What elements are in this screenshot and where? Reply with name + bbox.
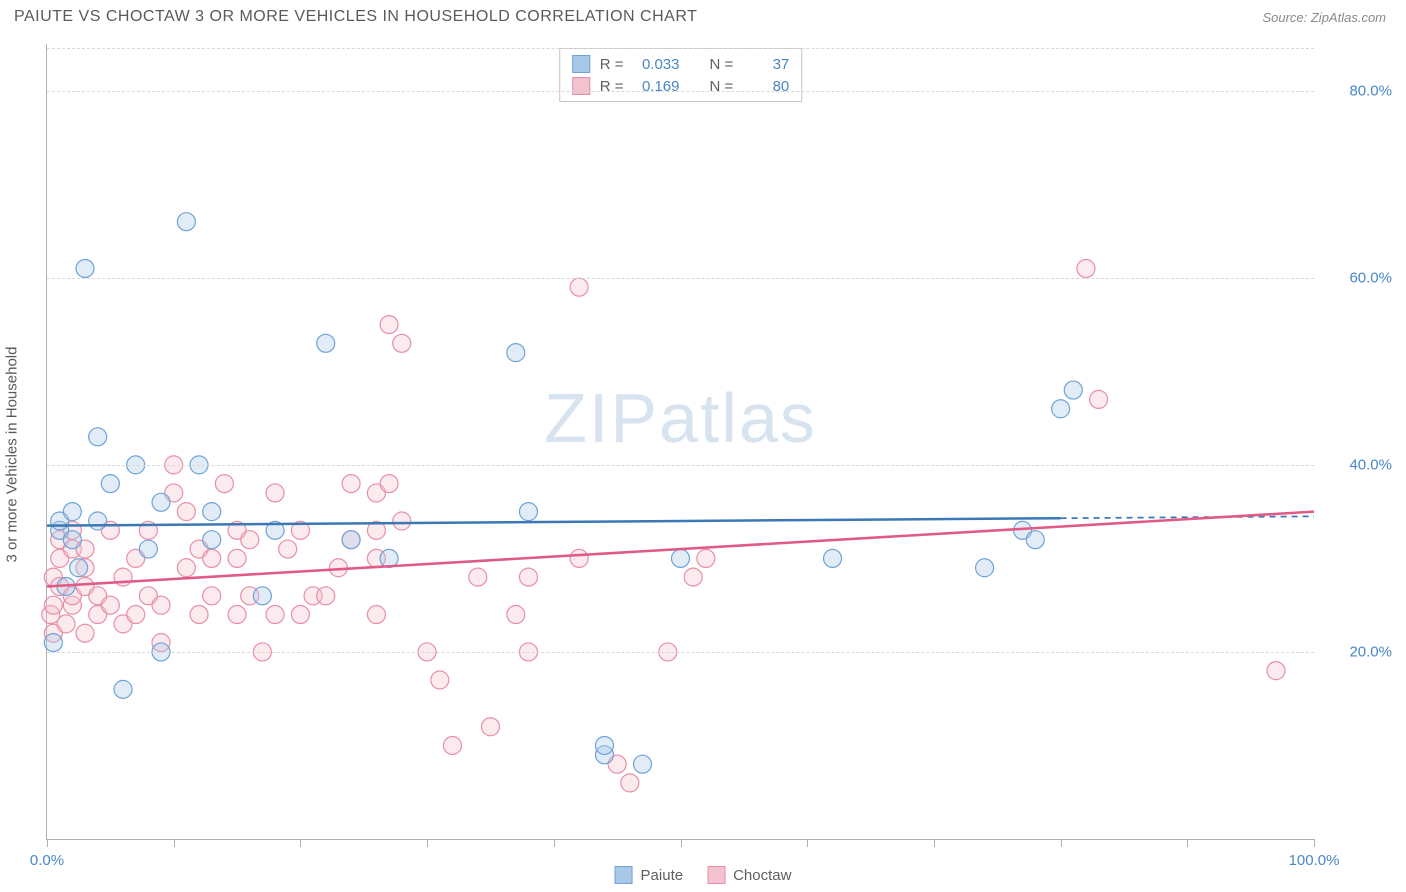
x-tick-label: 0.0% <box>30 852 64 869</box>
chart-title: PAIUTE VS CHOCTAW 3 OR MORE VEHICLES IN … <box>14 8 697 26</box>
y-axis-label: 3 or more Vehicles in Household <box>4 347 21 563</box>
r-value-choctaw: 0.169 <box>634 78 680 95</box>
scatter-plot-svg <box>47 44 1314 839</box>
y-tick-label: 60.0% <box>1349 269 1392 286</box>
x-tick-label: 100.0% <box>1289 852 1340 869</box>
legend-item-choctaw: Choctaw <box>707 866 791 884</box>
y-tick-label: 20.0% <box>1349 643 1392 660</box>
n-value-paiute: 37 <box>743 56 789 73</box>
n-value-choctaw: 80 <box>743 78 789 95</box>
n-label: N = <box>710 56 734 73</box>
source-attribution: Source: ZipAtlas.com <box>1262 10 1386 25</box>
legend-swatch-choctaw <box>707 866 725 884</box>
stats-legend-box: R = 0.033 N = 37 R = 0.169 N = 80 <box>559 48 803 102</box>
stats-row-choctaw: R = 0.169 N = 80 <box>572 75 790 97</box>
chart-plot-area: ZIPatlas R = 0.033 N = 37 R = 0.169 N = … <box>46 44 1314 840</box>
legend-label-paiute: Paiute <box>641 867 684 884</box>
legend-label-choctaw: Choctaw <box>733 867 791 884</box>
r-label: R = <box>600 56 624 73</box>
y-tick-label: 80.0% <box>1349 82 1392 99</box>
stats-row-paiute: R = 0.033 N = 37 <box>572 53 790 75</box>
legend-swatch-paiute <box>615 866 633 884</box>
swatch-choctaw <box>572 77 590 95</box>
r-value-paiute: 0.033 <box>634 56 680 73</box>
bottom-legend: Paiute Choctaw <box>615 866 792 884</box>
r-label: R = <box>600 78 624 95</box>
n-label: N = <box>710 78 734 95</box>
y-tick-label: 40.0% <box>1349 456 1392 473</box>
legend-item-paiute: Paiute <box>615 866 684 884</box>
swatch-paiute <box>572 55 590 73</box>
